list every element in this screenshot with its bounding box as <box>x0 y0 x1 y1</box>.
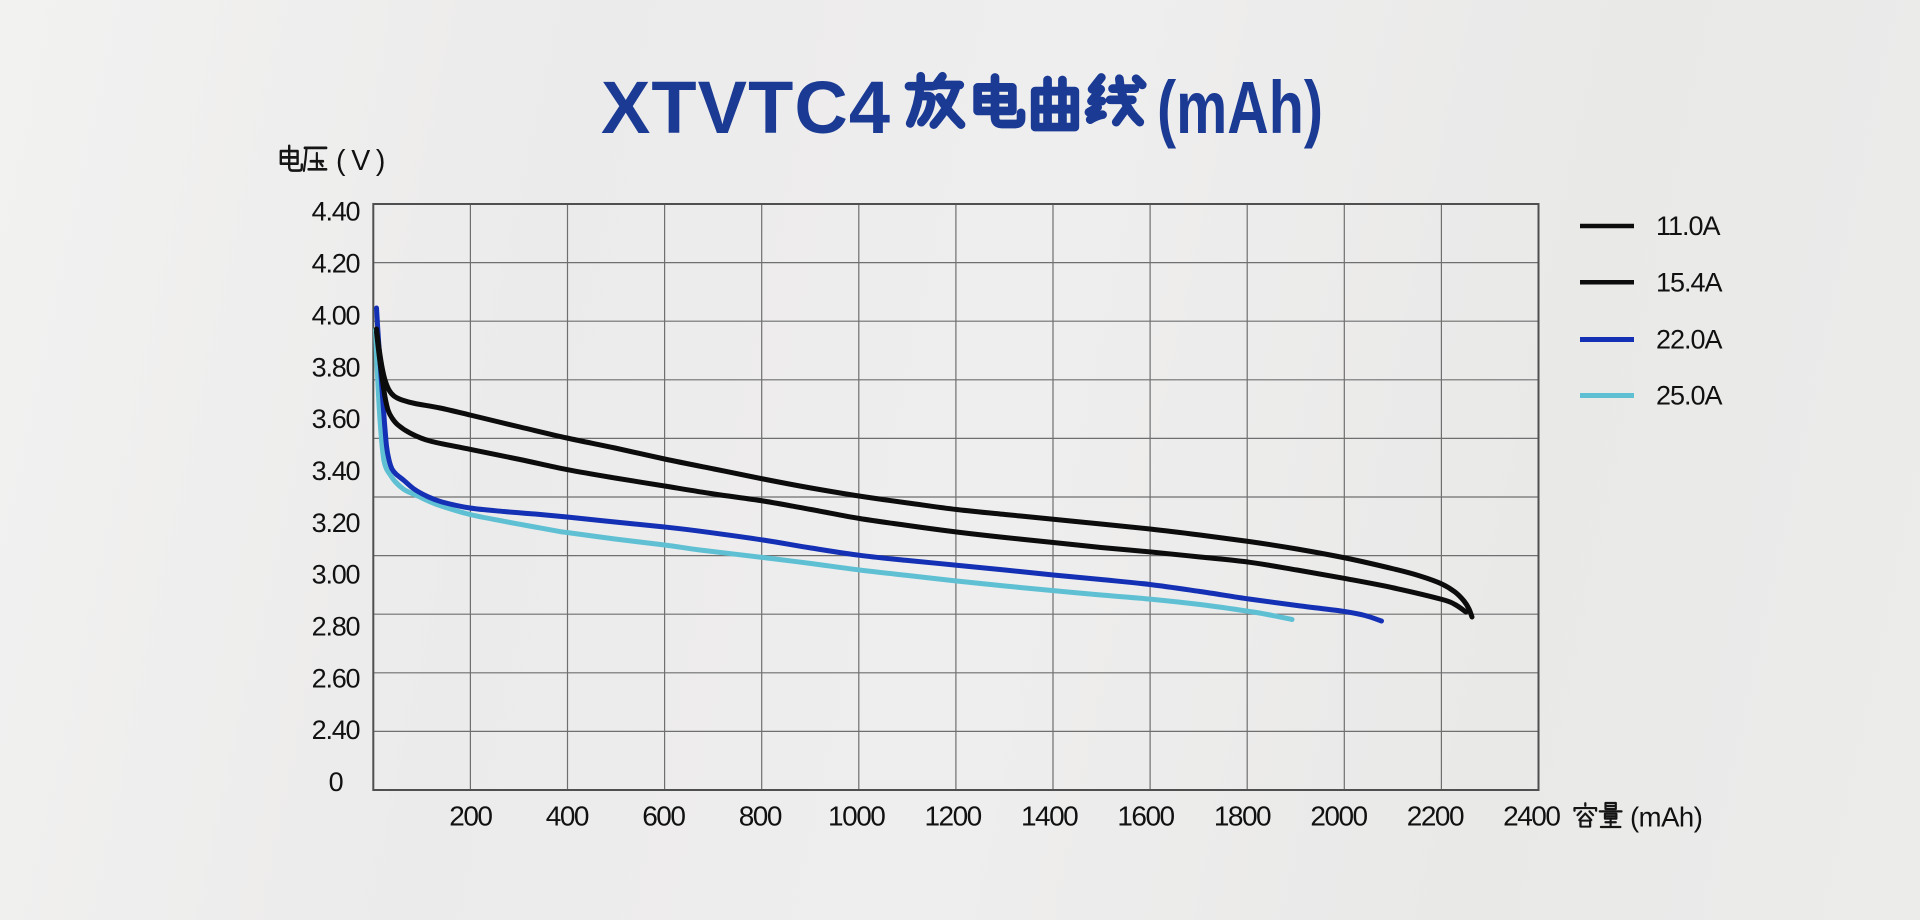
svg-text:4.00: 4.00 <box>312 300 360 330</box>
svg-text:2200: 2200 <box>1407 801 1464 832</box>
svg-text:2400: 2400 <box>1503 801 1560 832</box>
svg-text:2000: 2000 <box>1310 801 1367 832</box>
svg-text:( V ): ( V ) <box>336 145 385 177</box>
svg-text:600: 600 <box>642 801 685 832</box>
svg-text:22.0A: 22.0A <box>1656 325 1723 355</box>
svg-text:1800: 1800 <box>1214 801 1271 832</box>
svg-text:3.00: 3.00 <box>312 560 360 590</box>
svg-text:XTVTC4: XTVTC4 <box>601 66 890 149</box>
svg-text:2.80: 2.80 <box>312 612 360 642</box>
svg-text:1000: 1000 <box>828 801 885 832</box>
svg-text:200: 200 <box>449 801 492 832</box>
svg-text:(mAh): (mAh) <box>1630 802 1702 833</box>
svg-text:25.0A: 25.0A <box>1656 381 1723 411</box>
svg-text:15.4A: 15.4A <box>1656 267 1723 297</box>
svg-text:800: 800 <box>739 801 782 832</box>
svg-text:3.20: 3.20 <box>312 508 360 538</box>
svg-text:3.40: 3.40 <box>312 456 360 486</box>
svg-text:0: 0 <box>329 767 343 797</box>
svg-text:3.80: 3.80 <box>312 352 360 382</box>
svg-text:4.20: 4.20 <box>312 249 360 279</box>
svg-text:3.60: 3.60 <box>312 404 360 434</box>
svg-text:1600: 1600 <box>1117 801 1174 832</box>
svg-text:1400: 1400 <box>1021 801 1078 832</box>
svg-text:11.0A: 11.0A <box>1656 211 1721 241</box>
svg-text:1200: 1200 <box>924 801 981 832</box>
svg-text:4.40: 4.40 <box>312 197 360 227</box>
svg-text:400: 400 <box>546 801 589 832</box>
svg-text:2.60: 2.60 <box>312 663 360 693</box>
svg-text:2.40: 2.40 <box>312 715 360 745</box>
svg-text:(mAh): (mAh) <box>1157 66 1323 149</box>
